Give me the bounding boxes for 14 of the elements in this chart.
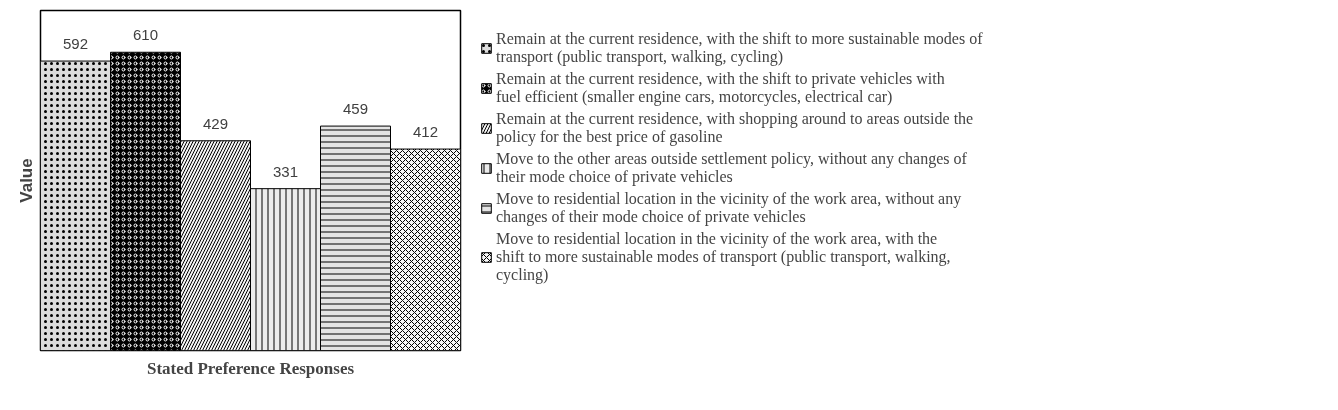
legend-label: Move to residential location in the vicinity of the work area, with the shift to more sustainable modes of transport (public transport, walking, cycling) [496,230,951,284]
data-label: 592 [62,35,89,53]
legend-label: Move to residential location in the vicinity of the work area, without any changes of their mode choice of private vehicles [496,190,962,226]
legend-label: Remain at the current residence, with the shift to more sustainable modes of transport (public transport, walking, cycling) [496,30,983,66]
data-label: 331 [272,162,299,180]
legend-label: Remain at the current residence, with shopping around to areas outside the policy for the best price of gasoline [496,110,974,146]
data-label: 610 [132,26,159,44]
y-axis-title: Value [16,158,36,203]
legend-label: Remain at the current residence, with the shift to private vehicles with fuel efficient (smaller engine cars, motorcycles, electrical car) [496,70,945,106]
data-label: 429 [202,114,229,132]
x-axis-title: Stated Preference Responses [146,358,355,378]
legend-label: Move to the other areas outside settlement policy, without any changes of their mode choice of private vehicles [496,150,967,186]
data-label: 459 [342,100,369,118]
data-label: 412 [412,123,439,141]
